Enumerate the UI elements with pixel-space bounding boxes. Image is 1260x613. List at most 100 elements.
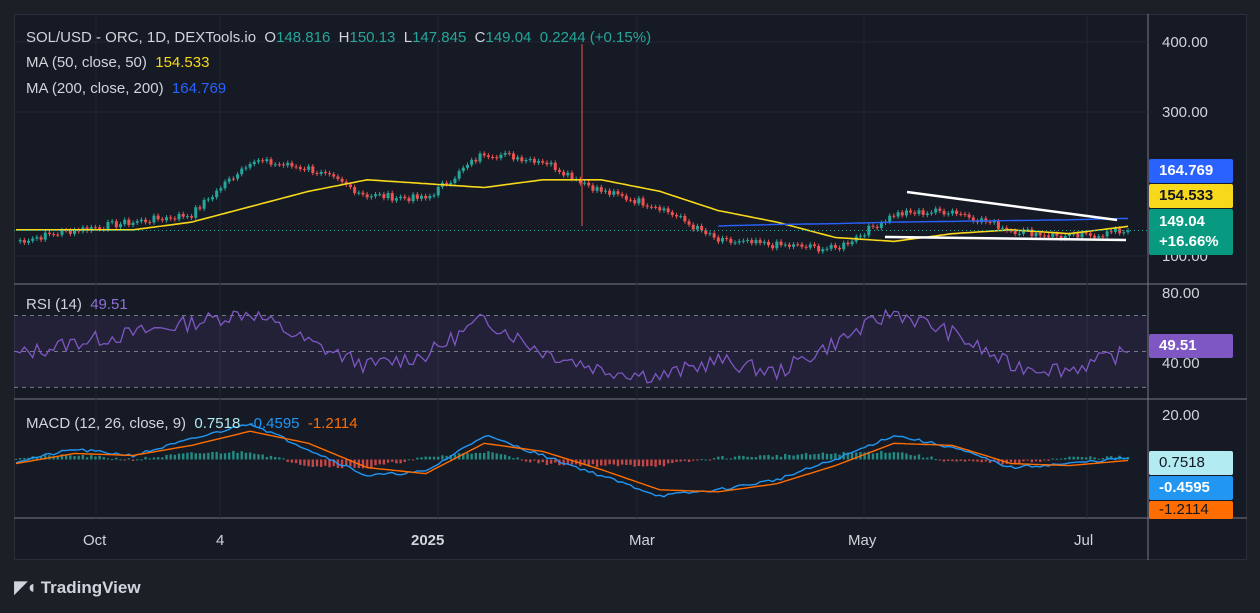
candle-body [984,218,988,222]
ma200-legend[interactable]: MA (200, close, 200) 164.769 [26,80,226,97]
macd-histogram-bar [1022,459,1025,462]
macd-histogram-bar [520,459,524,461]
candle-body [219,188,223,191]
macd-histogram-bar [240,451,243,460]
macd-axis-label: 20.00 [1162,407,1200,424]
candle-body [846,242,850,245]
candle-body [236,174,240,179]
candle-body [194,207,198,218]
macd-histogram-bar [938,459,942,461]
macd-histogram-bar [1084,457,1088,460]
macd-histogram-bar [888,452,891,460]
candle-body [796,244,800,246]
macd-histogram-bar [1055,458,1059,460]
macd-histogram-bar [909,455,912,460]
macd-histogram-bar [27,457,30,460]
chart-canvas[interactable] [14,14,1247,560]
macd-histogram-bar [190,452,193,460]
candle-body [1034,232,1038,237]
macd-line [15,423,1129,498]
macd-histogram-bar [424,456,427,460]
candle-body [524,160,528,162]
candle-body [783,244,787,246]
macd-histogram-bar [391,459,394,462]
ma200-value: 164.769 [171,80,227,97]
macd-histogram-bar [963,459,967,462]
tradingview-logo[interactable]: ◤◖ TradingView [14,577,141,598]
macd-histogram-bar [901,452,904,460]
candle-body [323,171,327,174]
candle-body [428,195,432,199]
candle-body [156,215,160,220]
candle-body [955,210,959,214]
rsi-legend[interactable]: RSI (14) 49.51 [26,296,128,313]
ma50-legend[interactable]: MA (50, close, 50) 154.533 [26,54,209,71]
macd-histogram-bar [955,459,958,462]
macd-histogram-bar [871,453,875,460]
macd-histogram-bar [616,459,620,467]
macd-histogram-bar [273,457,277,460]
candle-body [206,199,210,201]
candle-body [340,178,344,182]
symbol-title[interactable]: SOL/USD - ORC, 1D, DEXTools.io [26,29,257,46]
candle-body [465,164,469,168]
candle-body [93,227,97,229]
candle-body [256,160,260,162]
candle-body [725,238,729,240]
high-value: 150.13 [349,29,396,46]
low-label: L [403,29,413,46]
macd-histogram-bar [441,455,444,460]
candle-body [1084,232,1088,234]
macd-histogram-bar [863,452,866,460]
candle-body [829,245,833,249]
candle-body [1093,235,1097,238]
macd-histogram-bar [587,459,590,466]
candle-body [562,171,566,176]
macd-histogram-bar [541,459,544,463]
candle-body [223,181,227,189]
candle-body [1118,228,1122,234]
macd-histogram-bar [261,454,264,460]
candle-body [909,210,913,213]
macd-histogram-bar [340,459,344,469]
candle-body [649,206,653,208]
candle-body [470,159,474,165]
macd-tag: 0.7518 [1149,451,1233,475]
macd-legend[interactable]: MACD (12, 26, close, 9) 0.7518 -0.4595 -… [26,415,358,432]
candle-body [967,214,971,218]
candle-body [716,237,720,242]
macd-histogram-bar [374,459,377,466]
macd-histogram-bar [462,453,465,460]
candle-body [491,156,495,158]
macd-histogram-bar [671,459,674,464]
macd-histogram-bar [516,457,519,460]
macd-histogram-bar [658,459,661,466]
rsi-value: 49.51 [90,296,128,313]
candle-body [833,245,837,248]
candle-body [804,246,808,248]
macd-histogram-bar [813,454,816,460]
macd-histogram-bar [792,455,795,460]
candle-body [22,240,26,243]
candle-body [700,225,704,231]
macd-histogram-bar [679,459,682,462]
candle-body [227,178,231,182]
candle-body [336,176,340,179]
macd-histogram-bar [595,459,599,467]
macd-histogram-bar [533,459,536,461]
candle-body [503,153,507,155]
candle-body [996,221,1000,229]
candle-body [603,190,607,192]
candle-body [210,197,214,200]
time-axis-label: 2025 [411,532,445,549]
macd-histogram-bar [934,459,937,461]
ma200-line [718,217,1128,227]
candle-body [411,194,415,202]
candle-body [1001,227,1005,229]
candle-body [708,233,712,235]
macd-histogram-bar [1072,456,1075,460]
candle-body [817,245,821,252]
trendline-lower [884,235,1127,242]
macd-histogram-bar [39,456,43,460]
time-axis-label: 4 [216,532,225,549]
